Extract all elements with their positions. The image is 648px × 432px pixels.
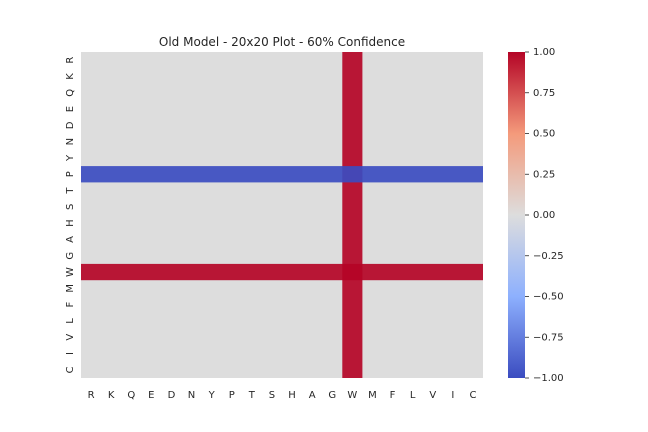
y-tick-label: S bbox=[65, 204, 76, 210]
x-tick-label: S bbox=[269, 390, 275, 401]
y-tick-label: M bbox=[65, 284, 76, 293]
heatmap-band-row-W bbox=[81, 263, 483, 281]
x-tick-label: N bbox=[188, 390, 195, 401]
y-tick-label: T bbox=[65, 187, 76, 195]
y-tick-label: C bbox=[65, 366, 76, 373]
y-tick-label: H bbox=[65, 219, 76, 227]
x-tick-label: H bbox=[288, 390, 296, 401]
colorbar bbox=[508, 52, 525, 378]
heatmap-band-row-P bbox=[81, 166, 483, 183]
x-tick-label: I bbox=[451, 390, 454, 401]
x-tick-label: Y bbox=[208, 390, 216, 401]
x-tick-label: K bbox=[108, 390, 115, 401]
x-tick-label: E bbox=[148, 390, 154, 401]
colorbar-tick-label: 0.00 bbox=[533, 210, 555, 221]
x-tick-label: L bbox=[410, 390, 416, 401]
heatmap-cells bbox=[81, 52, 483, 378]
colorbar-tick-label: 0.25 bbox=[533, 169, 555, 180]
colorbar-tick-label: −0.50 bbox=[533, 292, 564, 303]
colorbar-tick-label: 1.00 bbox=[533, 47, 555, 58]
y-tick-label: G bbox=[65, 252, 76, 260]
x-tick-label: W bbox=[347, 390, 357, 401]
heatmap-plot-area bbox=[81, 52, 483, 378]
x-tick-label: G bbox=[328, 390, 336, 401]
colorbar-tick-label: 0.50 bbox=[533, 129, 555, 140]
x-tick-label: Q bbox=[127, 390, 135, 401]
chart-title: Old Model - 20x20 Plot - 60% Confidence bbox=[159, 35, 405, 49]
y-tick-label: K bbox=[65, 73, 76, 80]
colorbar-tick-label: −0.25 bbox=[533, 251, 564, 262]
y-tick-label: F bbox=[65, 302, 76, 308]
y-tick-label: W bbox=[65, 267, 76, 277]
colorbar-ticks: 1.00 0.75 0.50 0.25 0.00 −0.25 −0.50 −0.75 −1.00 bbox=[525, 47, 564, 384]
y-tick-label: N bbox=[65, 138, 76, 145]
x-tick-label: D bbox=[168, 390, 176, 401]
colorbar-tick-label: 0.75 bbox=[533, 88, 555, 99]
x-tick-label: M bbox=[368, 390, 377, 401]
y-tick-label: P bbox=[65, 171, 76, 177]
x-tick-label: C bbox=[469, 390, 476, 401]
y-tick-label: I bbox=[65, 352, 76, 355]
x-tick-label: T bbox=[248, 390, 256, 401]
y-tick-label: V bbox=[65, 334, 76, 341]
colorbar-tick-label: −0.75 bbox=[533, 332, 564, 343]
y-tick-label: E bbox=[65, 106, 76, 112]
y-tick-label: Y bbox=[65, 154, 76, 162]
y-tick-label: D bbox=[65, 121, 76, 129]
x-tick-label: V bbox=[429, 390, 436, 401]
x-tick-label: R bbox=[88, 390, 95, 401]
y-tick-label: R bbox=[65, 57, 76, 64]
y-tick-label: Q bbox=[65, 89, 76, 97]
heatmap-band-col-W bbox=[342, 52, 363, 378]
colorbar-tick-label: −1.00 bbox=[533, 373, 564, 384]
x-tick-label: P bbox=[229, 390, 235, 401]
y-tick-label: A bbox=[65, 236, 76, 243]
y-tick-label: L bbox=[65, 318, 76, 324]
x-tick-label: A bbox=[309, 390, 316, 401]
x-tick-label: F bbox=[390, 390, 396, 401]
y-tick-labels: R K Q E D N Y P T S H A GWM F L V I C bbox=[65, 57, 76, 374]
